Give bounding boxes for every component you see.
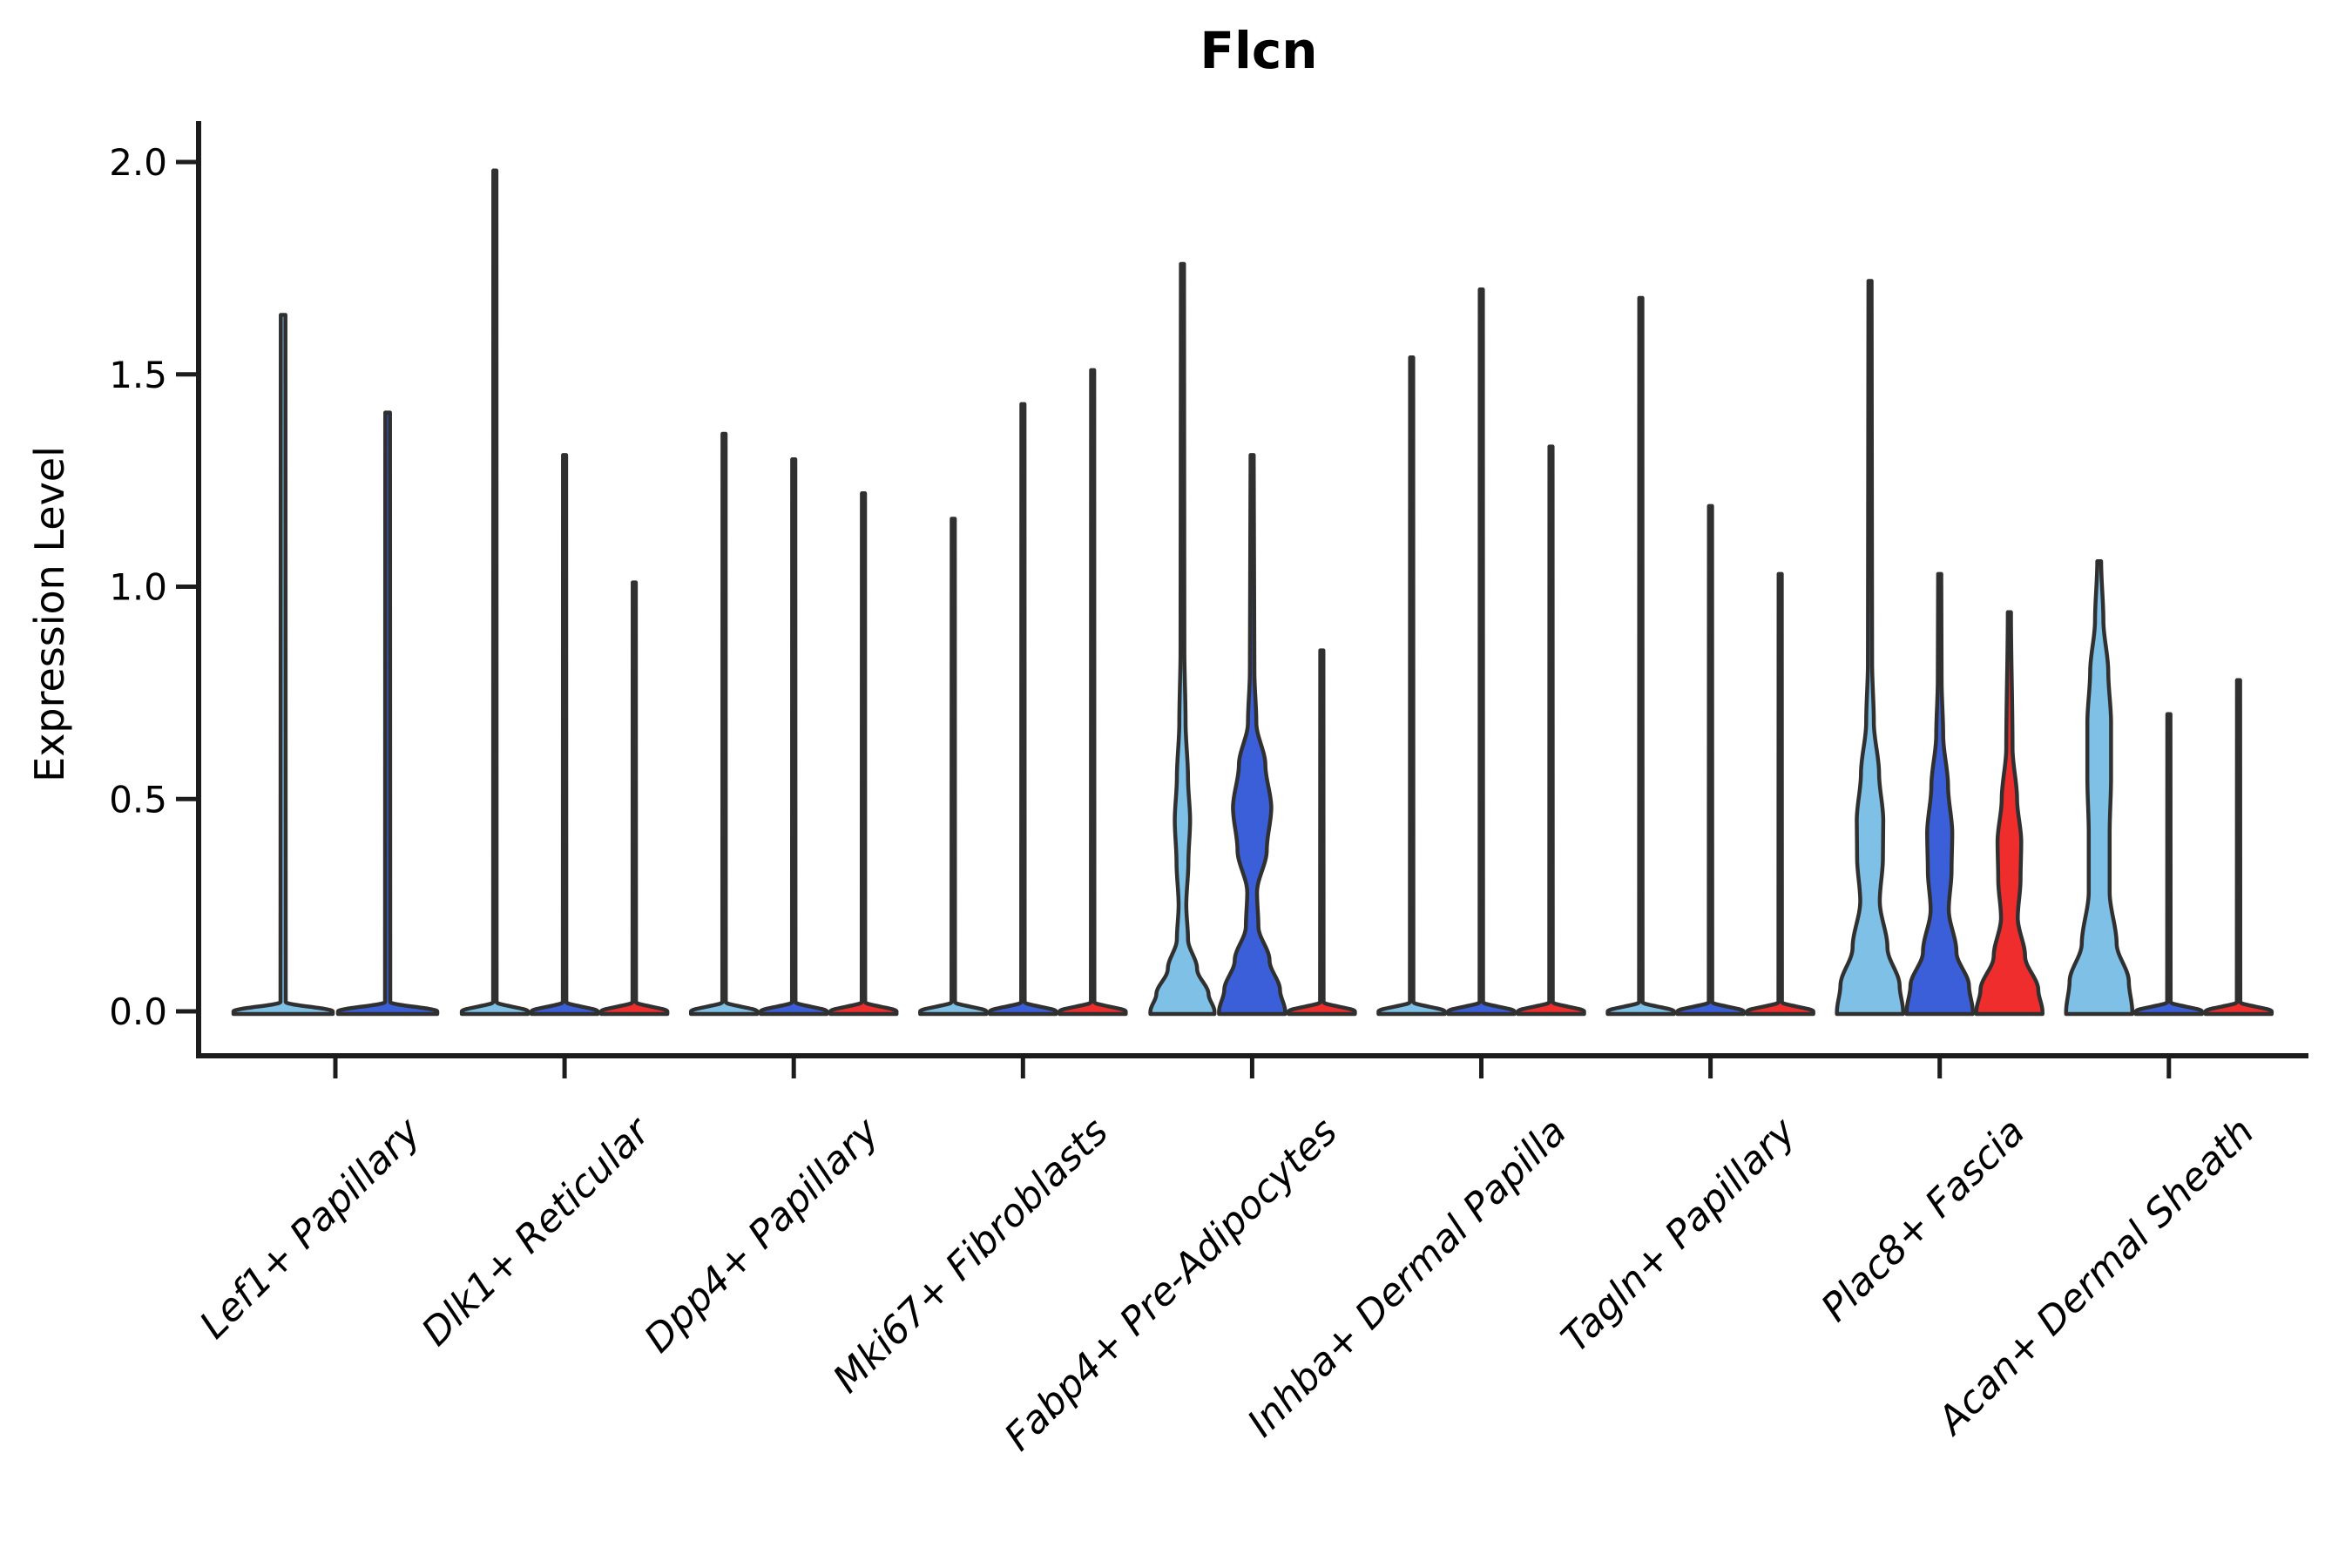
violin-shape xyxy=(529,453,600,1017)
violin-shape xyxy=(688,431,760,1017)
violin-shape xyxy=(1835,279,1905,1017)
violin-shape xyxy=(1148,261,1217,1017)
violin-shape xyxy=(1974,610,2044,1017)
violin-shape xyxy=(231,313,335,1017)
violin-shape xyxy=(598,580,670,1017)
y-axis-title: Expression Level xyxy=(26,446,73,782)
violin-shape xyxy=(918,517,989,1017)
x-axis-tick-label: Dlk1+ Reticular xyxy=(414,1108,660,1355)
violin-shape xyxy=(459,168,531,1017)
violin-shape xyxy=(1217,453,1288,1017)
violin-shape xyxy=(2203,678,2274,1017)
violin-shape xyxy=(335,410,440,1017)
y-axis-tick-label: 1.0 xyxy=(109,566,167,609)
violin-shape xyxy=(1287,648,1357,1017)
x-axis-tick-label: Plac8+ Fascia xyxy=(1813,1110,2033,1330)
violin-shape xyxy=(2064,559,2135,1017)
chart-title: Flcn xyxy=(1200,21,1318,80)
y-axis-tick-label: 1.5 xyxy=(109,354,167,396)
violin-shape xyxy=(1516,444,1586,1017)
x-axis-tick-label: Lef1+ Papillary xyxy=(192,1109,430,1348)
violin-shape xyxy=(758,457,829,1017)
violin-shape xyxy=(1605,295,1676,1017)
violin-shape xyxy=(1745,571,1815,1017)
violin-shape xyxy=(988,402,1058,1017)
violin-shape xyxy=(1904,571,1975,1017)
x-axis-tick-label: Dpp4+ Papillary xyxy=(636,1109,889,1362)
violin-shape xyxy=(2133,712,2205,1017)
x-axis-tick-label: Tagln+ Papillary xyxy=(1553,1109,1805,1361)
y-axis-tick-label: 0.0 xyxy=(109,990,167,1033)
violin-shape xyxy=(1376,355,1447,1017)
violin-shape xyxy=(1058,368,1128,1017)
violin-shape xyxy=(1675,504,1746,1017)
violin-shape xyxy=(828,491,899,1017)
y-axis-tick-label: 2.0 xyxy=(109,141,167,184)
violin-shape xyxy=(1446,287,1517,1017)
y-axis-tick-label: 0.5 xyxy=(109,778,167,821)
